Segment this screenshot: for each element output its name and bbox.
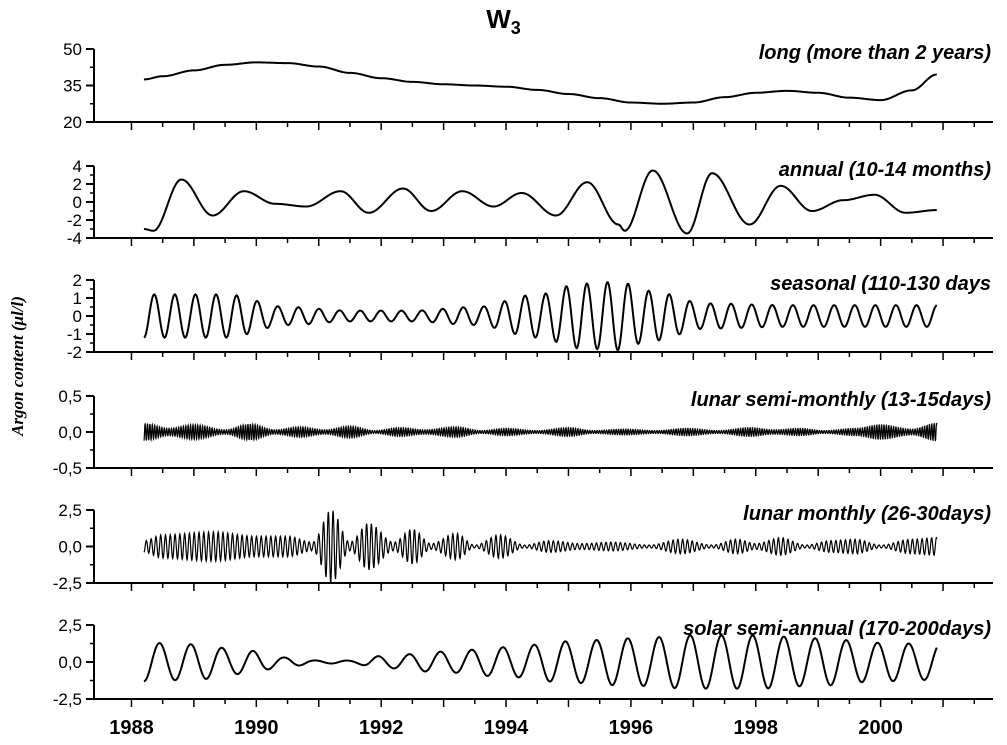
y-tick-label: 0,5 bbox=[58, 387, 82, 406]
y-tick-label: -2 bbox=[67, 343, 82, 362]
panel-label: lunar semi-monthly (13-15days) bbox=[691, 389, 991, 411]
y-tick-label: -2,5 bbox=[53, 690, 82, 709]
y-tick-label: 4 bbox=[73, 157, 82, 176]
y-tick-label: -4 bbox=[67, 229, 82, 248]
panel-label: annual (10-14 months) bbox=[779, 159, 992, 181]
x-tick-label: 1998 bbox=[734, 717, 779, 739]
y-tick-label: 0,0 bbox=[58, 423, 82, 442]
y-tick-label: -0,5 bbox=[53, 459, 82, 478]
x-tick-label: 1994 bbox=[484, 717, 529, 739]
panel-label: solar semi-annual (170-200days) bbox=[683, 618, 991, 640]
y-tick-label: 1 bbox=[73, 289, 82, 308]
y-tick-label: 2,5 bbox=[58, 616, 82, 635]
panel-label: long (more than 2 years) bbox=[759, 42, 992, 64]
y-tick-label: 2,5 bbox=[58, 501, 82, 520]
y-tick-label: -1 bbox=[67, 325, 82, 344]
x-tick-label: 1988 bbox=[109, 717, 154, 739]
y-tick-label: 20 bbox=[63, 113, 82, 132]
panel-4: 0,5 0,0 -0,5 lunar semi-monthly (13-15days) bbox=[53, 387, 993, 478]
panel-3: 210-1-2 seasonal (110-130 days bbox=[67, 271, 993, 362]
x-tick-label: 1992 bbox=[359, 717, 404, 739]
x-tick-label: 1990 bbox=[234, 717, 279, 739]
x-tick-label: 2000 bbox=[858, 717, 903, 739]
panel-6: 2,5 0,0 -2,5 solar semi-annual (170-200days… bbox=[53, 616, 993, 709]
y-tick-label: 2 bbox=[73, 175, 82, 194]
series-line bbox=[143, 281, 938, 352]
series-line bbox=[143, 510, 938, 584]
y-tick-label: -2,5 bbox=[53, 574, 82, 593]
panel-2: 420-2-4 annual (10-14 months) bbox=[67, 157, 993, 248]
series-line bbox=[143, 169, 937, 235]
panel-1: 50 35 20 long (more than 2 years) bbox=[63, 40, 993, 132]
y-tick-label: 0,0 bbox=[58, 653, 82, 672]
series-line bbox=[143, 61, 937, 105]
panel-5: 2,5 0,0 -2,5 lunar monthly (26-30days) bbox=[53, 501, 993, 593]
y-tick-label: 0 bbox=[73, 307, 82, 326]
panel-label: seasonal (110-130 days bbox=[770, 273, 991, 295]
x-tick-label: 1996 bbox=[609, 717, 654, 739]
y-tick-label: 50 bbox=[63, 40, 82, 59]
y-tick-label: 0 bbox=[73, 193, 82, 212]
series-line bbox=[143, 421, 938, 443]
y-tick-label: 0,0 bbox=[58, 538, 82, 557]
panel-label: lunar monthly (26-30days) bbox=[743, 503, 991, 525]
series-line bbox=[143, 634, 938, 690]
y-tick-label: 35 bbox=[63, 77, 82, 96]
y-tick-label: 2 bbox=[73, 271, 82, 290]
y-tick-label: -2 bbox=[67, 211, 82, 230]
chart-title: W3 bbox=[486, 4, 521, 39]
